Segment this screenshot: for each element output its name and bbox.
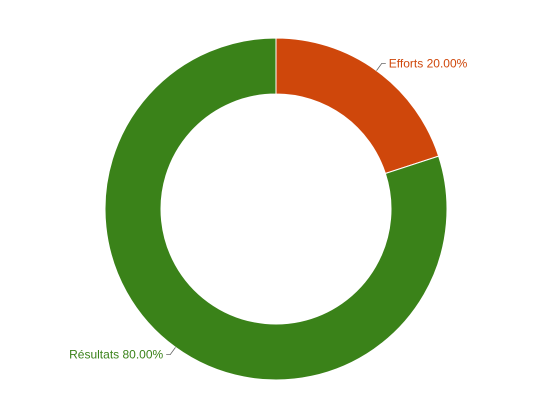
slice-label-efforts: Efforts 20.00% bbox=[389, 56, 468, 70]
slice-labels-group: Efforts 20.00% Résultats 80.00% bbox=[69, 56, 467, 361]
slices-group bbox=[104, 37, 448, 381]
leader-line-efforts bbox=[376, 62, 386, 71]
slice-r-sultats[interactable] bbox=[104, 37, 448, 381]
slice-label-r-sultats: Résultats 80.00% bbox=[69, 348, 163, 362]
leader-lines-group bbox=[166, 62, 386, 356]
leader-line-r-sultats bbox=[166, 347, 176, 356]
